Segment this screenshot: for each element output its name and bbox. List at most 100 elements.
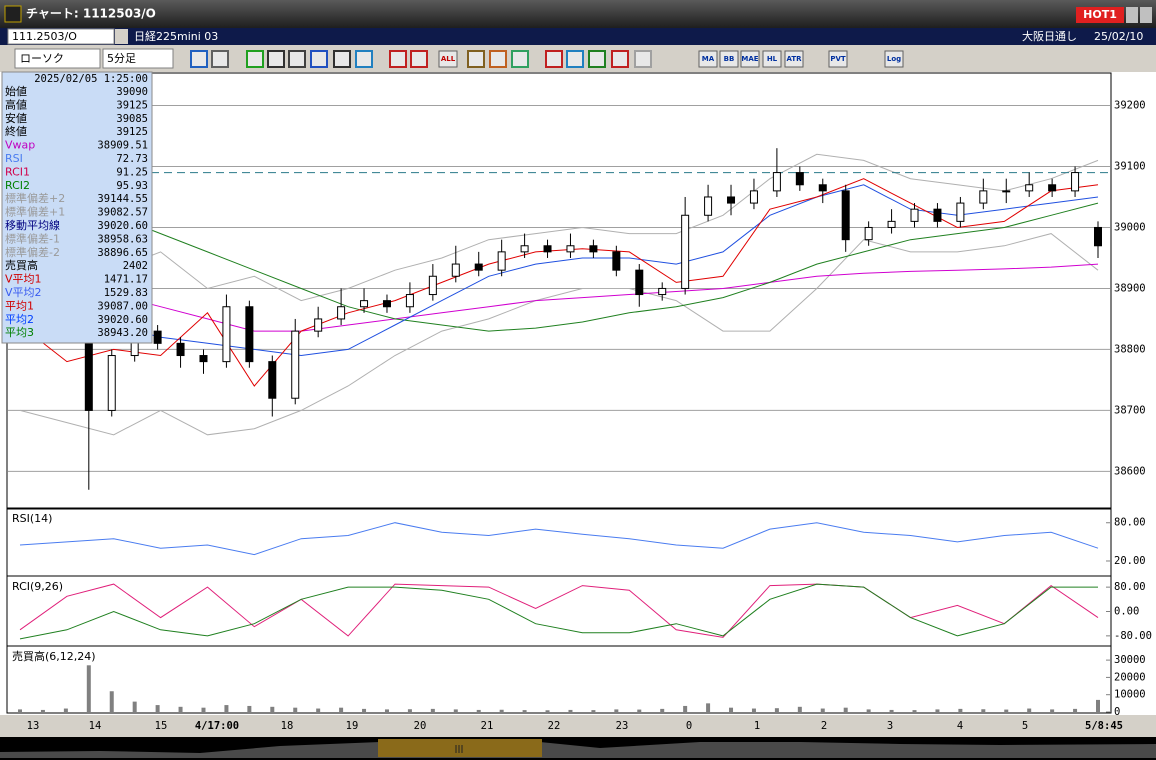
header-date: 25/02/10: [1094, 30, 1143, 43]
x-axis-bar: [0, 715, 1156, 737]
toolbar-button-label: ATR: [786, 55, 802, 63]
toolbar-button[interactable]: [438, 50, 458, 68]
volume-bar: [1096, 699, 1100, 712]
toolbar-icon[interactable]: [467, 50, 485, 68]
indicator-line: [19, 233, 1099, 436]
toolbar-icon[interactable]: [511, 50, 529, 68]
x-tick-label: 2: [821, 720, 827, 732]
candle-body: [772, 172, 781, 192]
candle-body: [337, 306, 346, 320]
volume-bar: [247, 705, 252, 712]
header-bar: [0, 28, 1156, 45]
toolbar-button[interactable]: [884, 50, 904, 68]
toolbar-button-label: Log: [887, 55, 901, 63]
volume-bar: [63, 708, 68, 712]
panel-title: RCI(9,26): [12, 580, 63, 593]
symbol-dropdown[interactable]: [115, 29, 128, 44]
y-tick-label: 39000: [1114, 221, 1146, 233]
candle-body: [245, 306, 254, 363]
toolbar-button-label: BB: [724, 55, 735, 63]
info-label: 始値: [5, 84, 27, 98]
hot-badge[interactable]: [1076, 7, 1124, 23]
toolbar-button[interactable]: [719, 50, 739, 68]
toolbar-icon[interactable]: [355, 50, 373, 68]
symbol-text: 111.2503/O: [12, 30, 77, 43]
session: 大阪日通し: [1022, 29, 1077, 43]
candle-body: [1048, 184, 1057, 192]
toolbar-button[interactable]: [762, 50, 782, 68]
volume-bar: [476, 709, 481, 712]
volume-bar: [1050, 709, 1055, 712]
toolbar-icon[interactable]: [267, 50, 285, 68]
panel-title: 売買高(6,12,24): [12, 649, 96, 663]
candle-body: [199, 355, 208, 363]
toolbar-icon[interactable]: [545, 50, 563, 68]
scroll-thumb[interactable]: [378, 739, 542, 757]
toolbar-button[interactable]: [828, 50, 848, 68]
toolbar-icon[interactable]: [288, 50, 306, 68]
close-button[interactable]: [1140, 7, 1152, 23]
volume-bar: [889, 709, 894, 712]
info-value: 95.93: [116, 180, 148, 192]
toolbar-button[interactable]: [698, 50, 718, 68]
minimize-button[interactable]: [1126, 7, 1138, 23]
toolbar-icon[interactable]: [566, 50, 584, 68]
x-tick-label: 14: [89, 720, 102, 732]
toolbar-icon[interactable]: [333, 50, 351, 68]
candle-body: [635, 269, 644, 296]
x-tick-label: 0: [686, 720, 692, 732]
toolbar-button[interactable]: [740, 50, 760, 68]
toolbar-icon[interactable]: [246, 50, 264, 68]
indicator-line: [19, 583, 1099, 638]
interval-select[interactable]: [102, 48, 174, 69]
x-tick-label: 4/17:00: [195, 720, 239, 732]
volume-bar: [499, 709, 504, 712]
toolbar-icon[interactable]: [211, 50, 229, 68]
candle-body: [612, 251, 621, 271]
info-value: 38909.51: [97, 140, 148, 152]
toolbar-button[interactable]: [784, 50, 804, 68]
indicator-line: [19, 583, 1098, 640]
title-bar: [0, 0, 1156, 28]
toolbar-icon[interactable]: [410, 50, 428, 68]
candle-body: [979, 190, 988, 204]
volume-bar: [866, 709, 871, 712]
info-label: 標準偏差+2: [5, 191, 65, 205]
window-title: チャート: 1112503/O: [26, 7, 156, 21]
info-value: 1471.17: [104, 274, 148, 286]
chart-area: [0, 72, 1156, 715]
volume-bar: [1073, 708, 1078, 712]
toolbar-icon[interactable]: [190, 50, 208, 68]
info-value: 39125: [116, 99, 148, 111]
x-tick-label: 22: [548, 720, 561, 732]
chart-type-select[interactable]: [14, 48, 101, 69]
toolbar-icon[interactable]: [634, 50, 652, 68]
scroll-grip: [455, 745, 463, 753]
info-label: 標準偏差-1: [5, 231, 60, 245]
candle-body: [727, 196, 736, 204]
toolbar-icon[interactable]: [310, 50, 328, 68]
info-label: 平均2: [5, 313, 34, 326]
symbol-input[interactable]: [7, 28, 115, 45]
candle-body: [795, 172, 804, 186]
volume-bar: [683, 705, 688, 712]
candle-body: [864, 226, 873, 241]
toolbar-icon[interactable]: [611, 50, 629, 68]
indicator-line: [19, 178, 1099, 332]
info-value: 39087.00: [97, 300, 148, 312]
toolbar-icon[interactable]: [389, 50, 407, 68]
candle-body: [566, 245, 575, 253]
candle-body: [474, 263, 483, 271]
toolbar-icon[interactable]: [489, 50, 507, 68]
indicator-line: [19, 522, 1099, 556]
info-value: 39082.57: [97, 207, 148, 219]
candle-body: [841, 190, 850, 241]
volume-bar: [522, 710, 527, 712]
toolbar-icon[interactable]: [588, 50, 606, 68]
volume-bar: [1004, 709, 1009, 712]
volume-bar: [568, 709, 573, 712]
candle-body: [268, 361, 277, 399]
info-value: 38943.20: [97, 327, 148, 339]
volume-bar: [591, 710, 596, 712]
